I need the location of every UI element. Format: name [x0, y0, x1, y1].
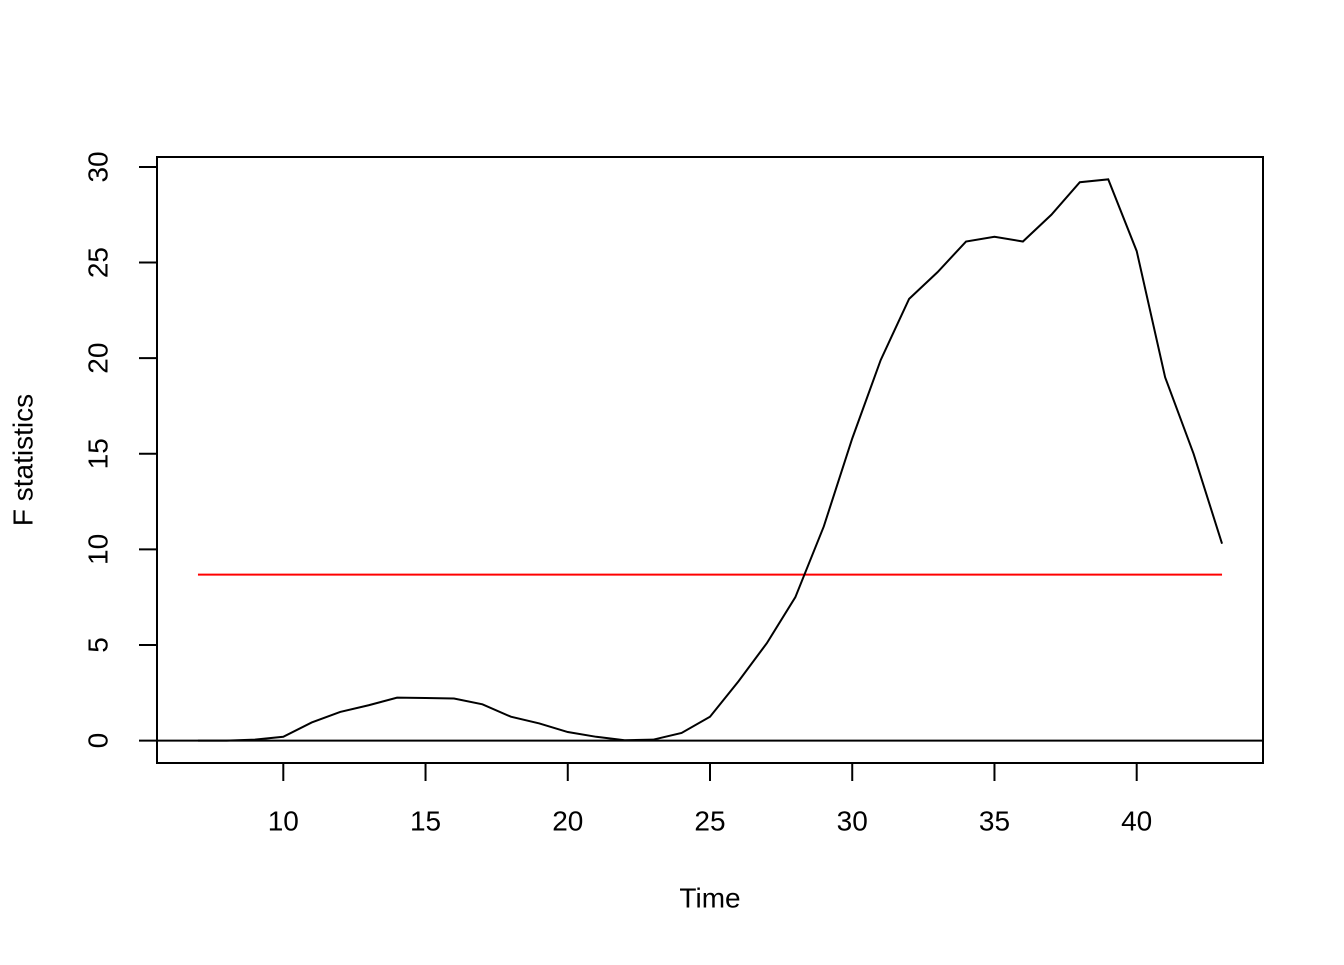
y-tick-label: 10 — [82, 534, 113, 565]
x-tick-label: 40 — [1121, 805, 1152, 836]
x-tick-label: 10 — [268, 805, 299, 836]
y-tick-label: 15 — [82, 438, 113, 469]
y-tick-label: 5 — [82, 637, 113, 653]
x-tick-label: 20 — [552, 805, 583, 836]
y-axis-label: F statistics — [7, 394, 38, 526]
y-tick-label: 30 — [82, 151, 113, 182]
x-axis-label: Time — [679, 882, 740, 913]
y-tick-label: 25 — [82, 247, 113, 278]
x-tick-label: 30 — [837, 805, 868, 836]
y-tick-label: 0 — [82, 733, 113, 749]
f-statistic-line — [197, 178, 1223, 742]
x-tick-label: 15 — [410, 805, 441, 836]
y-tick-label: 20 — [82, 343, 113, 374]
x-tick-label: 35 — [979, 805, 1010, 836]
plot-box — [156, 156, 1264, 764]
x-tick-label: 25 — [694, 805, 725, 836]
